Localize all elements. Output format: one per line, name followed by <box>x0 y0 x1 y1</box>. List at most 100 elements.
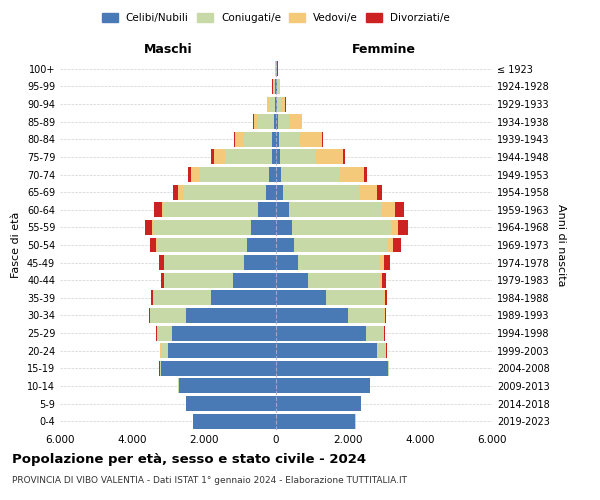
Bar <box>191 167 200 182</box>
Bar <box>380 255 384 270</box>
Bar <box>377 184 382 200</box>
Bar <box>154 220 251 235</box>
Bar <box>326 290 384 306</box>
Bar <box>183 184 266 200</box>
Bar <box>225 150 272 164</box>
Bar <box>276 202 289 218</box>
Bar <box>322 132 323 147</box>
Bar <box>159 255 164 270</box>
Bar <box>211 290 276 306</box>
Bar <box>172 326 276 340</box>
Bar <box>388 361 389 376</box>
Bar <box>276 326 366 340</box>
Bar <box>214 150 225 164</box>
Y-axis label: Fasce di età: Fasce di età <box>11 212 21 278</box>
Bar <box>276 167 281 182</box>
Bar <box>179 378 276 394</box>
Bar <box>276 96 277 112</box>
Bar <box>292 220 391 235</box>
Bar <box>157 326 172 340</box>
Bar <box>150 308 186 323</box>
Bar <box>157 238 247 252</box>
Bar <box>149 308 150 323</box>
Bar <box>161 202 164 218</box>
Bar <box>388 238 393 252</box>
Legend: Celibi/Nubili, Coniugati/e, Vedovi/e, Divorziati/e: Celibi/Nubili, Coniugati/e, Vedovi/e, Di… <box>102 12 450 23</box>
Bar <box>280 150 316 164</box>
Bar <box>275 96 276 112</box>
Bar <box>244 255 276 270</box>
Bar <box>149 238 156 252</box>
Bar <box>276 308 348 323</box>
Bar <box>382 202 395 218</box>
Bar <box>276 343 377 358</box>
Bar <box>168 343 276 358</box>
Text: Maschi: Maschi <box>143 44 193 57</box>
Bar <box>272 150 276 164</box>
Bar <box>247 238 276 252</box>
Bar <box>251 220 276 235</box>
Bar <box>298 255 380 270</box>
Bar <box>316 150 343 164</box>
Bar <box>244 132 272 147</box>
Bar <box>276 238 294 252</box>
Bar <box>156 238 157 252</box>
Bar <box>283 184 359 200</box>
Bar <box>276 150 280 164</box>
Bar <box>276 220 292 235</box>
Bar <box>161 343 168 358</box>
Bar <box>279 79 280 94</box>
Bar <box>384 255 391 270</box>
Bar <box>258 202 276 218</box>
Bar <box>235 132 244 147</box>
Bar <box>269 167 276 182</box>
Bar <box>276 378 370 394</box>
Bar <box>268 96 269 112</box>
Bar <box>234 132 235 147</box>
Bar <box>276 361 388 376</box>
Bar <box>276 184 283 200</box>
Bar <box>273 79 275 94</box>
Bar <box>161 361 276 376</box>
Bar <box>308 273 380 287</box>
Bar <box>193 414 276 428</box>
Bar <box>348 308 384 323</box>
Bar <box>164 273 233 287</box>
Bar <box>269 96 275 112</box>
Bar <box>277 96 282 112</box>
Bar <box>200 167 269 182</box>
Bar <box>164 202 258 218</box>
Bar <box>152 220 154 235</box>
Bar <box>276 396 361 411</box>
Bar <box>276 273 308 287</box>
Bar <box>154 202 161 218</box>
Bar <box>151 290 153 306</box>
Text: PROVINCIA DI VIBO VALENTIA - Dati ISTAT 1° gennaio 2024 - Elaborazione TUTTITALI: PROVINCIA DI VIBO VALENTIA - Dati ISTAT … <box>12 476 407 485</box>
Bar <box>301 132 322 147</box>
Bar <box>343 150 345 164</box>
Bar <box>274 114 276 129</box>
Bar <box>154 290 211 306</box>
Bar <box>276 255 298 270</box>
Bar <box>364 167 367 182</box>
Bar <box>161 273 164 287</box>
Bar <box>275 79 276 94</box>
Bar <box>211 150 214 164</box>
Bar <box>281 167 339 182</box>
Bar <box>384 290 385 306</box>
Bar <box>254 114 259 129</box>
Bar <box>188 167 191 182</box>
Bar <box>384 308 385 323</box>
Bar <box>278 114 289 129</box>
Bar <box>276 79 277 94</box>
Bar <box>276 132 279 147</box>
Bar <box>266 184 276 200</box>
Bar <box>385 290 387 306</box>
Bar <box>282 96 286 112</box>
Bar <box>366 326 384 340</box>
Bar <box>186 396 276 411</box>
Bar <box>289 202 382 218</box>
Bar <box>160 361 161 376</box>
Bar <box>186 308 276 323</box>
Bar <box>339 167 364 182</box>
